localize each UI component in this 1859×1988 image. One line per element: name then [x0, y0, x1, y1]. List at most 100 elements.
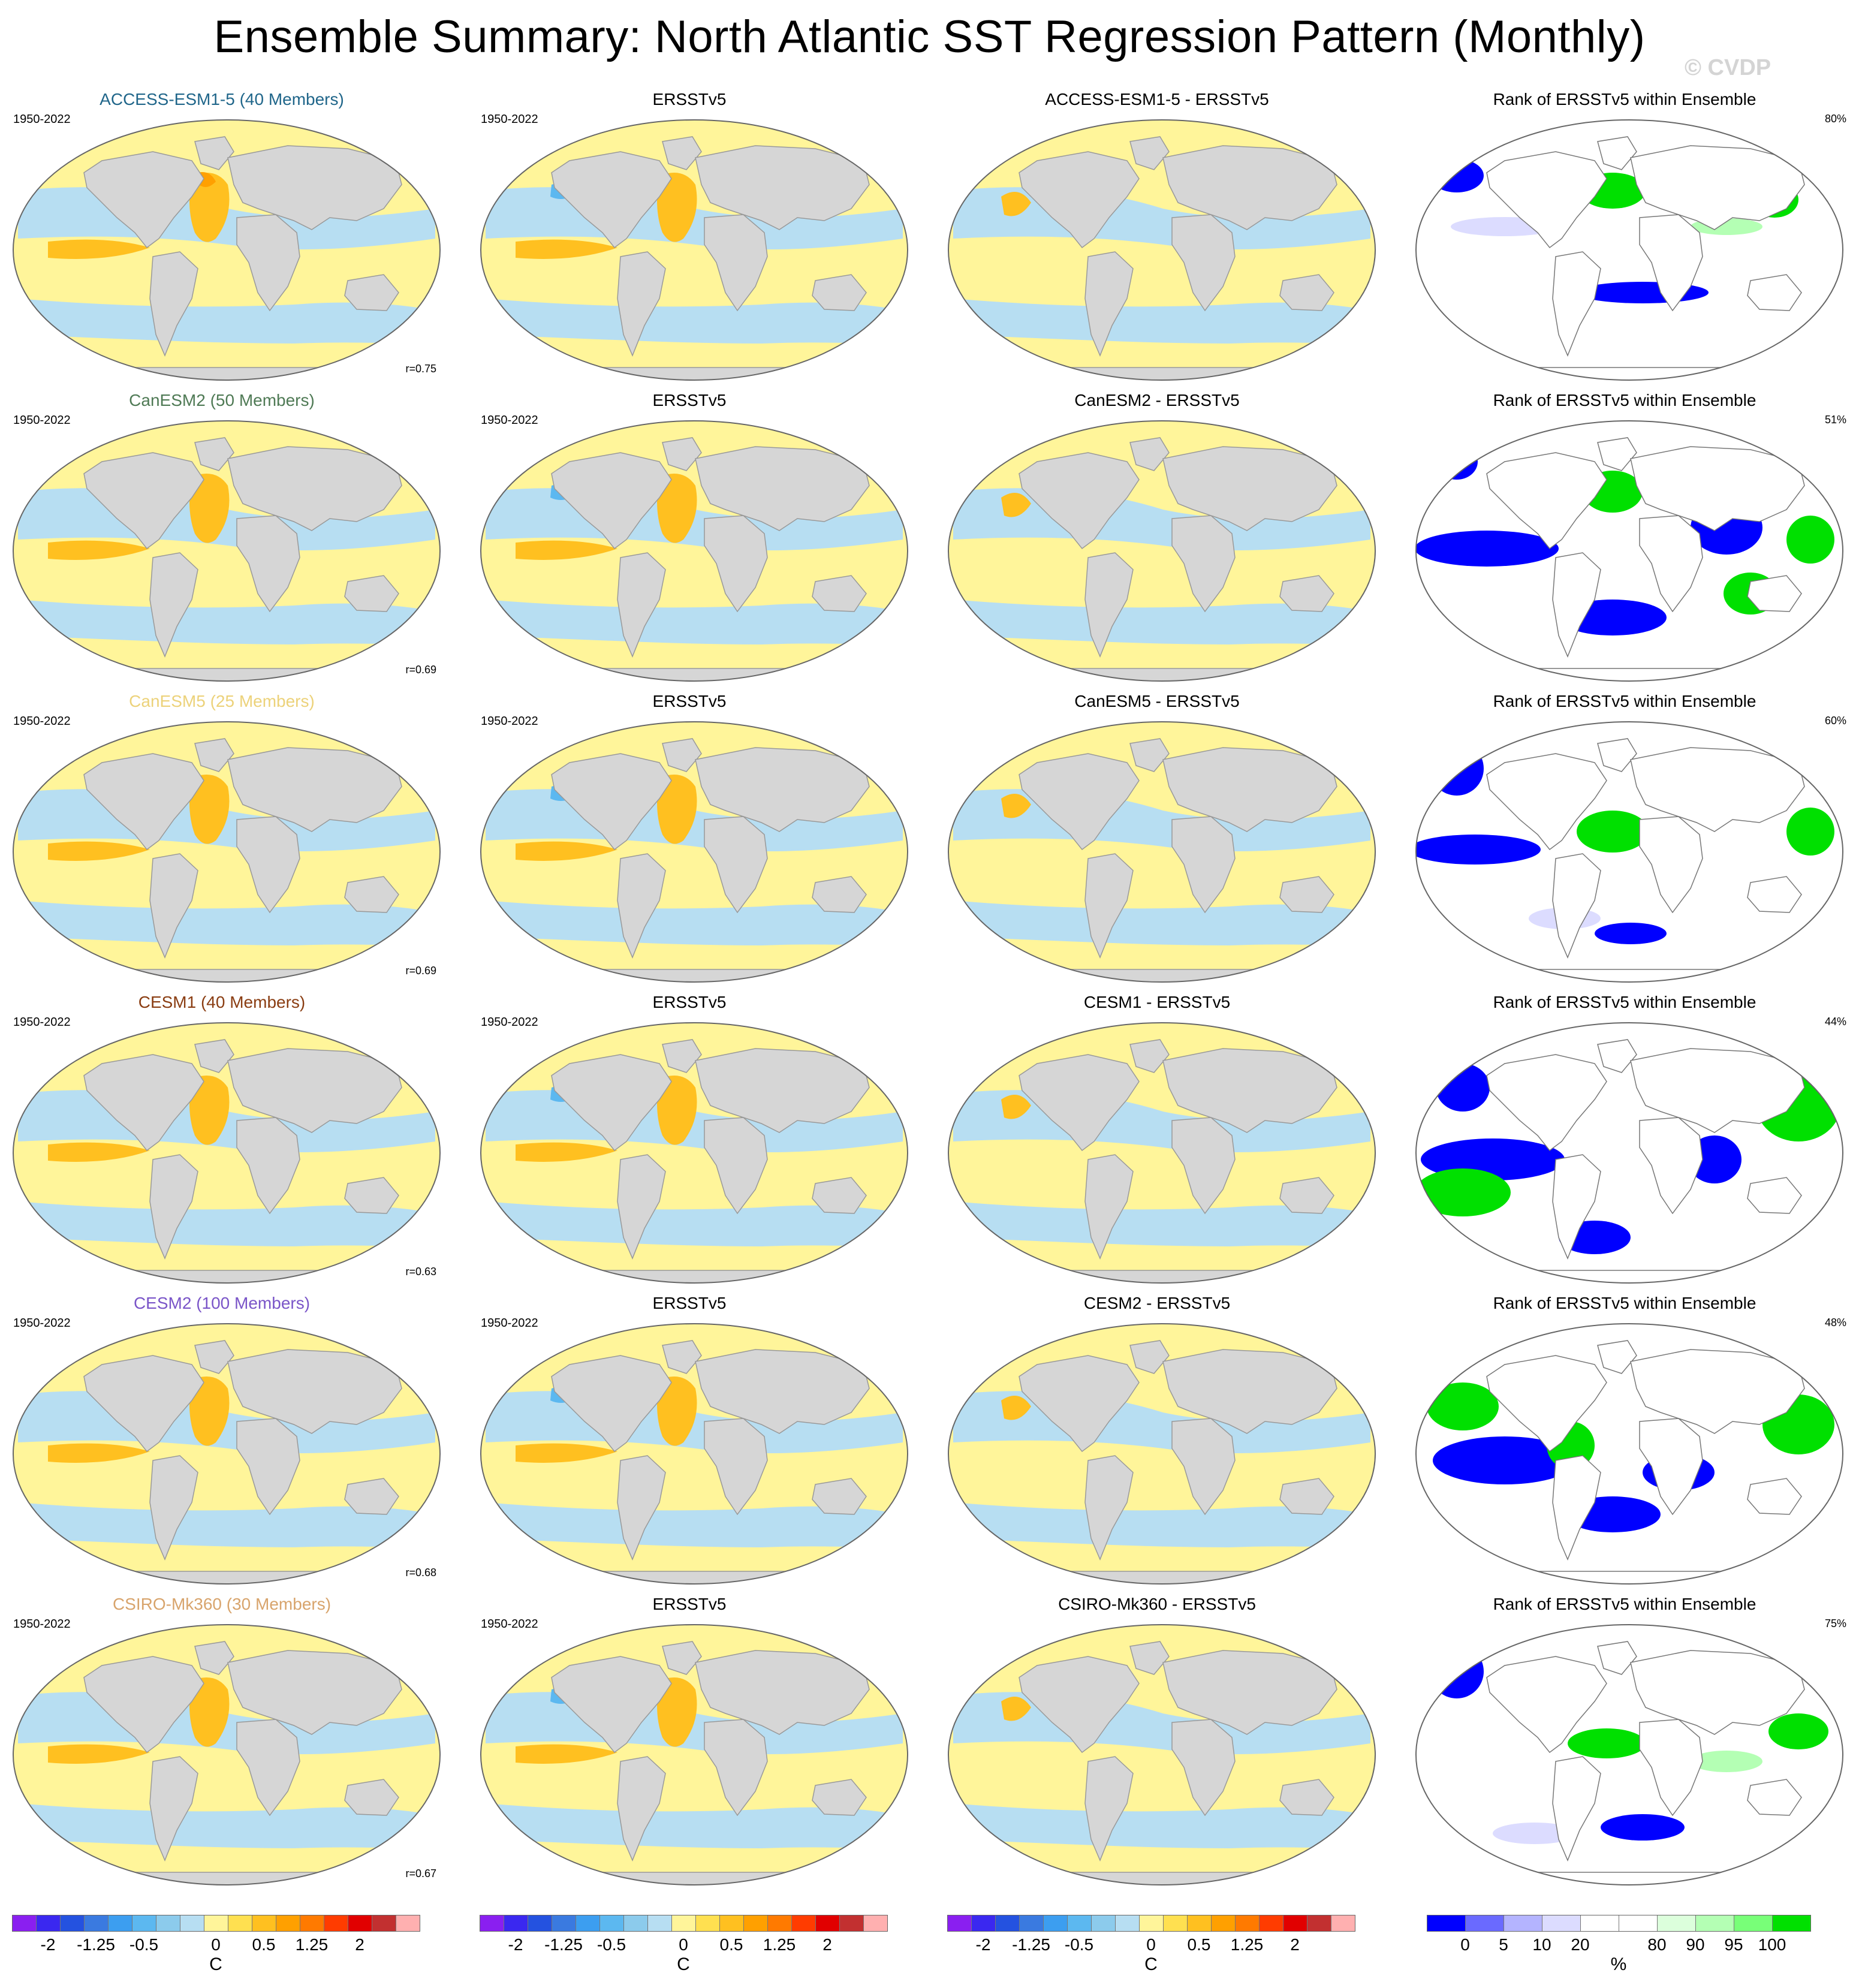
sst-contour-region	[953, 1243, 1370, 1267]
colorbar-tick-label: 5	[1499, 1935, 1508, 1954]
map-border	[13, 721, 441, 983]
land-mask	[704, 1117, 768, 1215]
model-panel: CESM2 (100 Members) 1950-2022 r=0.68	[0, 1294, 444, 1594]
obs-panel: ERSSTv5 1950-2022	[468, 90, 911, 390]
sst-contour-region	[486, 1502, 903, 1547]
land-outline	[1630, 1349, 1805, 1434]
map-border	[13, 420, 441, 682]
colorbar-swatch	[1044, 1915, 1068, 1931]
land-mask	[227, 747, 402, 832]
colorbar-swatch	[1116, 1915, 1140, 1931]
diff-panel: CanESM2 - ERSSTv5	[935, 391, 1379, 691]
land-mask	[1084, 552, 1134, 658]
sst-contour-region	[657, 1076, 697, 1145]
land-mask	[695, 1048, 870, 1133]
land-mask	[344, 274, 399, 311]
map-border	[480, 1323, 908, 1585]
land-mask	[83, 151, 204, 249]
colorbar-tick-label: -2	[40, 1935, 56, 1954]
diff-panel: CESM2 - ERSSTv5	[935, 1294, 1379, 1594]
colorbar-tick-label: -0.5	[1064, 1935, 1094, 1954]
rank-panel: Rank of ERSSTv5 within Ensemble 60%	[1403, 692, 1846, 992]
rank-region	[1568, 1728, 1646, 1758]
diff-panel: ACCESS-ESM1-5 - ERSSTv5	[935, 90, 1379, 390]
land-mask	[1019, 1656, 1140, 1754]
sst-contour-region	[18, 1803, 435, 1848]
land-mask	[236, 816, 300, 914]
land-outline	[1486, 1355, 1607, 1453]
rank-panel: Rank of ERSSTv5 within Ensemble 51%	[1403, 391, 1846, 691]
sst-contour-region	[953, 1544, 1370, 1568]
land-mask	[227, 1650, 402, 1735]
sst-contour-region	[18, 1243, 435, 1267]
colorbar-unit-label: C	[677, 1954, 690, 1974]
land-outline	[1597, 1340, 1637, 1374]
sst-contour-region	[486, 900, 903, 945]
land-mask	[1162, 1349, 1337, 1434]
colorbar-tick-label: 0	[211, 1935, 221, 1954]
sst-contour-region	[48, 540, 150, 560]
sst-contour-region	[657, 173, 697, 242]
rank-panel-title: Rank of ERSSTv5 within Ensemble	[1493, 692, 1756, 710]
land-mask	[704, 1719, 768, 1817]
land-outline	[1639, 1719, 1703, 1817]
land-outline	[1630, 1048, 1805, 1133]
obs-panel: ERSSTv5 1950-2022	[468, 391, 911, 691]
land-mask	[1279, 575, 1334, 612]
sst-contour-region	[1001, 1697, 1031, 1721]
diff-map	[948, 1022, 1376, 1284]
colorbar-swatches	[947, 1915, 1355, 1932]
colorbar-swatch	[348, 1915, 372, 1931]
land-outline	[1552, 1154, 1601, 1260]
colorbar-swatch	[576, 1915, 600, 1931]
sst-contour-region	[657, 474, 697, 543]
diff-panel-title: ACCESS-ESM1-5 - ERSSTv5	[1045, 90, 1269, 109]
land-mask	[83, 1054, 204, 1152]
land-mask	[344, 876, 399, 913]
colorbar-swatch	[109, 1915, 132, 1931]
rank-colorbar: 0 5 10 20 80 90 95 100%	[1427, 1915, 1859, 1981]
sst-contour-region	[953, 1442, 1370, 1487]
map-border	[1415, 1624, 1843, 1885]
rank-region	[1436, 1064, 1490, 1112]
map-border	[480, 420, 908, 682]
rank-map	[1415, 119, 1843, 381]
land-outline	[1639, 515, 1703, 613]
colorbar-swatch	[552, 1915, 576, 1931]
land-mask	[1171, 214, 1236, 312]
colorbar-tick-label: 2	[355, 1935, 364, 1954]
land-mask	[1162, 747, 1337, 832]
land-mask	[812, 1177, 867, 1214]
rank-region	[1416, 1168, 1511, 1216]
land-mask	[1084, 1756, 1134, 1862]
rank-region	[1595, 923, 1667, 944]
land-mask	[194, 1641, 234, 1675]
sst-contour-region	[516, 1142, 617, 1162]
pattern-correlation-label: r=0.75	[405, 363, 436, 375]
colorbar-swatch	[840, 1915, 864, 1931]
model-map	[13, 119, 441, 381]
land-mask	[149, 251, 198, 357]
colorbar-unit-label: C	[209, 1954, 222, 1974]
land-outline	[1639, 1117, 1703, 1215]
land-outline	[1486, 1054, 1607, 1152]
colorbar-swatch	[37, 1915, 61, 1931]
land-outline	[1597, 437, 1637, 471]
land-mask	[1279, 1177, 1334, 1214]
land-mask	[662, 1340, 702, 1374]
colorbar-swatch	[396, 1915, 420, 1931]
map-border	[480, 1624, 908, 1885]
colorbar-swatch	[372, 1915, 396, 1931]
land-outline	[1597, 738, 1637, 772]
sst-contour-region	[486, 1845, 903, 1869]
land-outline	[1747, 575, 1802, 612]
rank-percent-label: 80%	[1824, 113, 1846, 125]
map-border	[1415, 420, 1843, 682]
land-mask	[236, 214, 300, 312]
colorbar-swatch	[1581, 1915, 1619, 1931]
colorbar-tick-label: 100	[1758, 1935, 1786, 1954]
sst-contour-region	[1001, 794, 1031, 818]
sst-contour-region	[953, 1803, 1370, 1848]
colorbar-swatch	[276, 1915, 300, 1931]
rank-region	[1493, 1823, 1577, 1844]
